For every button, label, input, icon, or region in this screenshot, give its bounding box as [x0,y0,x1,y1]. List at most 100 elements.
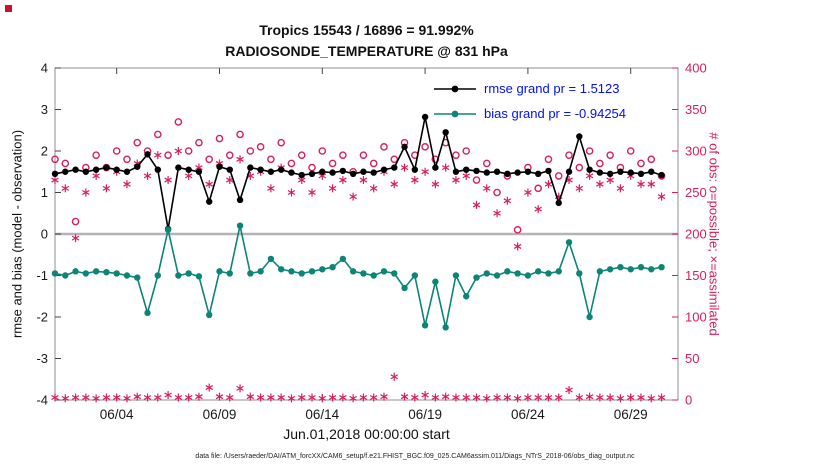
possible_obs-marker [164,151,172,159]
possible_obs-marker [123,155,131,164]
rmse-marker [175,164,182,171]
possible_obs-marker [246,147,255,155]
bottom_asterisk_band-marker [82,394,90,401]
bottom_asterisk_band-marker [349,395,357,401]
bias-marker [226,270,233,277]
rmse-marker [648,168,655,175]
assimilated_obs-marker [616,185,625,191]
bias-marker [576,270,583,277]
rmse-marker [206,198,213,205]
rmse-marker [226,166,233,173]
possible_obs-marker [318,147,327,155]
legend-dot-rmse [451,85,459,92]
bias-marker [206,311,213,319]
bottom_asterisk_band-marker [246,394,255,400]
bottom_asterisk_band-marker [123,395,131,401]
bias-marker [349,268,357,275]
rmse-marker [236,196,244,204]
possible_obs-marker [626,147,635,155]
bias-marker [154,272,162,279]
assimilated_obs-marker [544,181,553,187]
rmse-marker [473,167,480,175]
x-tick-label: 06/04 [100,407,134,422]
bottom_asterisk_band-marker [236,385,244,391]
bottom_asterisk_band-marker [452,394,460,401]
y-tick-label-left: -4 [36,393,48,408]
bias-marker [452,272,460,279]
bias-marker [514,270,521,277]
rmse-marker [565,168,573,175]
bias-marker [62,272,69,279]
rmse-marker [370,169,377,176]
y-tick-label-left: 1 [41,185,48,200]
y-tick-label-right: 150 [685,268,707,283]
rmse-marker [627,169,634,176]
y-tick-label-right: 200 [685,227,707,242]
bottom_asterisk_band-marker [359,394,368,401]
rmse-marker [391,164,398,171]
rmse-marker [319,168,326,175]
bottom_asterisk_band-marker [205,385,213,391]
assimilated_obs-marker [657,194,666,200]
possible_obs-marker [215,134,224,143]
bottom_asterisk_band-marker [92,395,100,401]
possible_obs-marker [421,143,429,151]
bias-marker [339,255,347,263]
x-tick-label: 06/09 [203,407,237,422]
assimilated_obs-marker [575,185,584,191]
rmse-marker [134,163,141,170]
assimilated_obs-marker [503,198,512,204]
bottom_asterisk_band-marker [154,394,162,401]
bias-marker [329,264,336,271]
bottom_asterisk_band-marker [585,394,594,400]
rmse-marker [329,169,336,176]
bottom_asterisk_band-marker [61,395,70,401]
bias-marker [288,268,295,275]
y-tick-label-left: 4 [41,61,48,76]
rmse-marker [277,166,285,173]
possible_obs-marker [575,163,584,172]
bias-marker [267,255,275,263]
rmse-marker [483,169,490,176]
bias-marker [545,270,552,277]
bottom_asterisk_band-marker [380,394,388,400]
possible_obs-marker [112,147,121,155]
possible_obs-marker [339,151,347,159]
bias-marker [421,322,429,329]
bias-marker [134,274,141,281]
bottom_asterisk_band-marker [472,394,481,401]
possible_obs-marker [637,159,645,168]
legend-item-rmse: rmse grand pr = 1.5123 [432,76,626,101]
assimilated_obs-marker [154,152,162,158]
bottom_asterisk_band-marker [534,394,542,401]
assimilated_obs-marker [164,177,172,183]
bottom_asterisk_band-marker [226,394,234,401]
rmse-marker [463,166,470,173]
legend-label-bias: bias grand pr = -0.94254 [484,106,627,121]
assimilated_obs-marker [71,235,80,241]
y-tick-label-right: 350 [685,102,707,117]
bottom_asterisk_band-marker [195,394,203,400]
assimilated_obs-marker [431,181,440,187]
legend-marker-rmse [434,85,476,92]
assimilated_obs-marker [637,181,645,187]
possible_obs-marker [205,155,214,164]
legend-marker-bias [434,110,476,117]
bias-marker [565,239,573,246]
rmse-marker [308,170,316,178]
possible_obs-marker [297,151,306,159]
y-tick-label-right: 300 [685,144,707,159]
bottom_asterisk_band-marker [524,394,532,401]
assimilated_obs-marker [267,185,275,191]
bias-marker [82,270,90,277]
x-tick-label: 06/14 [305,407,339,422]
assimilated_obs-marker [359,177,368,183]
bottom_asterisk_band-marker [657,394,666,401]
bottom_asterisk_band-marker [544,394,553,401]
bottom_asterisk_band-marker [133,394,142,400]
possible_obs-marker [390,155,399,164]
bottom_asterisk_band-marker [287,395,296,401]
y-tick-label-right: 0 [685,393,692,408]
bias-marker [216,268,223,275]
